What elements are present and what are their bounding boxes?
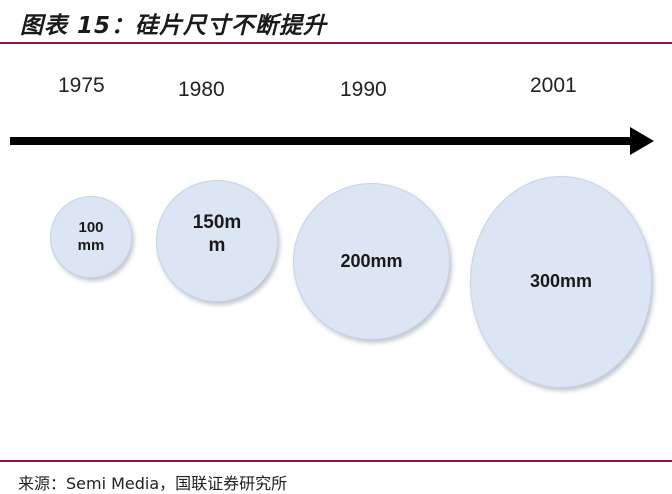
wafer-label-100mm: 100 mm (77, 219, 105, 254)
wafer-100mm: 100 mm (50, 196, 132, 278)
wafer-label-300mm: 300mm (529, 271, 593, 292)
timeline-arrow-head-icon (630, 127, 654, 155)
year-label-1975: 1975 (58, 74, 105, 97)
top-divider (0, 42, 672, 44)
wafer-300mm: 300mm (470, 176, 652, 388)
year-label-2001: 2001 (530, 74, 577, 97)
figure-title: 图表 15：硅片尺寸不断提升 (20, 13, 328, 39)
figure-source: 来源：Semi Media，国联证券研究所 (18, 474, 288, 493)
bottom-divider (0, 460, 672, 462)
wafer-label-200mm: 200mm (340, 250, 403, 271)
year-label-1990: 1990 (340, 78, 387, 101)
timeline-arrow-shaft (10, 137, 635, 145)
wafer-200mm: 200mm (293, 183, 450, 340)
wafer-label-150mm: 150mm (192, 212, 242, 256)
year-label-1980: 1980 (178, 78, 225, 101)
wafer-150mm: 150mm (156, 180, 278, 302)
